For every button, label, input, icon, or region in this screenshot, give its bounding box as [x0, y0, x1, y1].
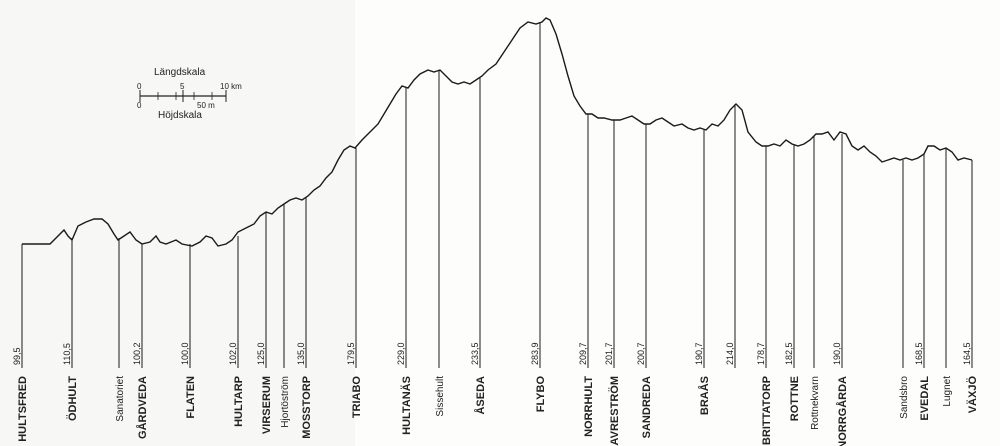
station-name: Rottnekvarn: [810, 376, 821, 430]
station-elevation: 164,5: [962, 342, 972, 365]
length-tick-0: 0: [137, 82, 142, 91]
station-name: BRITTATORP: [761, 376, 773, 445]
station-name: Sandsbro: [899, 376, 910, 419]
station-name: ROTTNE: [789, 376, 801, 421]
station-name: VÄXJÖ: [966, 376, 979, 414]
station-name: Lugnet: [942, 376, 953, 407]
station-elevation: 229,0: [396, 342, 406, 365]
height-tick-0: 0: [137, 101, 142, 110]
station-elevation: 102,0: [228, 342, 238, 365]
station-name: ÅSEDA: [474, 376, 487, 415]
station-name: HULTSFRED: [17, 376, 29, 442]
scale-bar: Längdskala 0 5 10 km 0 50 m Höjdskala: [137, 67, 242, 121]
station-elevation: 190,0: [832, 342, 842, 365]
station-name: HULTANÄS: [400, 376, 413, 435]
station-elevation: 209,7: [578, 342, 588, 365]
station-name: Sanatoriet: [115, 376, 126, 422]
station-elevation: 190,7: [694, 342, 704, 365]
station-elevation: 214,0: [725, 342, 735, 365]
station-elevation: 233,5: [470, 342, 480, 365]
station-name: MOSSTORP: [301, 376, 313, 439]
station-name: VIRSERUM: [261, 376, 273, 434]
station-name: SANDREDA: [641, 376, 653, 438]
station-name: ÖDHULT: [66, 376, 79, 421]
station-name: HULTARP: [233, 376, 245, 427]
station-name: FLYBO: [535, 376, 547, 413]
station-elevation: 200,7: [636, 342, 646, 365]
station-elevation: 99,5: [12, 347, 22, 365]
station-elevation: 178,7: [756, 342, 766, 365]
length-tick-10: 10 km: [220, 82, 242, 91]
station-name: TRIABO: [351, 376, 363, 419]
station-elevation: 168,5: [914, 342, 924, 365]
station-name: KLAVRESTRÖM: [608, 376, 621, 446]
station-name: Hjortöström: [280, 376, 291, 428]
station-elevation: 125,0: [256, 342, 266, 365]
station-name: NORRGÅRDA: [836, 376, 849, 446]
station-elevation: 283,9: [530, 342, 540, 365]
station-name: FLATEN: [185, 376, 197, 419]
station-elevation: 201,7: [604, 342, 614, 365]
station-name: EVEDAL: [919, 376, 931, 421]
station-elevation: 182,5: [784, 342, 794, 365]
station-elevation: 135,0: [296, 342, 306, 365]
height-tick-50: 50 m: [197, 101, 215, 110]
height-scale-title: Höjdskala: [158, 110, 202, 121]
station-elevation: 100,0: [180, 342, 190, 365]
stations-layer: 99,5 HULTSFRED 110,5 ÖDHULT Sanatoriet 100,2 G…: [12, 22, 979, 446]
station-elevation: 100,2: [132, 342, 142, 365]
station-name: BRAÅS: [698, 376, 711, 415]
station-name: NORRHULT: [583, 376, 595, 437]
station-elevation: 179,5: [346, 342, 356, 365]
elevation-profile-line: [22, 17, 973, 247]
station-name: GÅRDVEDA: [136, 376, 149, 439]
station-name: Sissehult: [435, 376, 446, 417]
station-elevation: 110,5: [62, 343, 72, 365]
length-tick-5: 5: [180, 82, 185, 91]
length-scale-title: Längdskala: [154, 67, 206, 78]
